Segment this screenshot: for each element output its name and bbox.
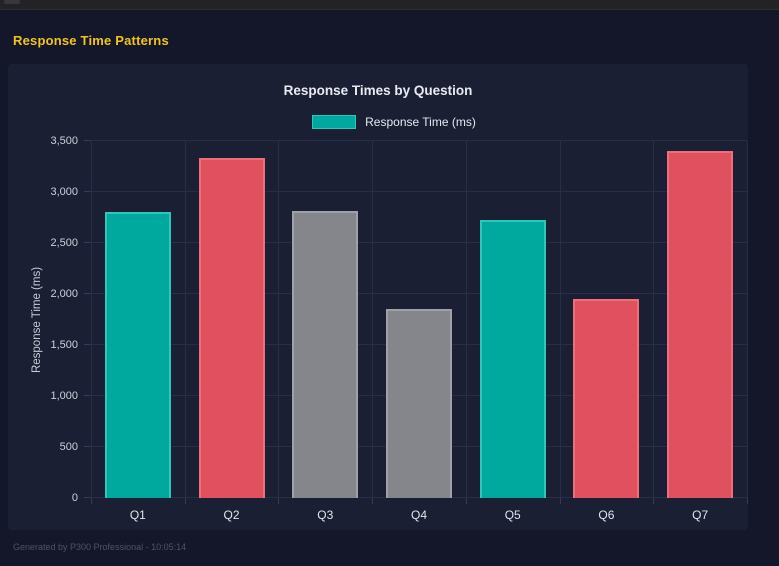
y-tick-label: 3,000 (50, 186, 78, 198)
legend-swatch (312, 115, 357, 129)
page-title: Response Time Patterns (13, 33, 169, 48)
gridline-vertical (91, 141, 92, 498)
gridline-vertical (278, 141, 280, 498)
bar-q6[interactable] (573, 299, 640, 498)
y-axis-tick (84, 395, 91, 396)
x-tick-label-q4: Q4 (410, 508, 428, 522)
x-axis-tick (465, 498, 467, 504)
y-axis-tick (84, 446, 91, 447)
x-axis-tick (91, 498, 92, 504)
y-tick-label: 1,500 (50, 339, 78, 351)
gridline-horizontal (91, 242, 747, 243)
y-tick-label: 2,500 (50, 237, 78, 249)
x-axis-labels: Q1 Q2 Q3 Q4 Q5 Q6 Q7 (91, 504, 747, 526)
x-tick-label-q2: Q2 (223, 508, 240, 522)
y-tick-label: 0 (71, 492, 78, 504)
x-tick-label-q6: Q6 (598, 508, 615, 522)
y-tick-label: 3,500 (50, 135, 78, 147)
y-axis-tick (84, 497, 91, 498)
bar-q5[interactable] (479, 219, 546, 498)
bar-q3[interactable] (292, 211, 359, 498)
gridline-vertical (372, 141, 374, 498)
x-tick-label-q7: Q7 (692, 508, 709, 522)
y-tick-label: 1,000 (50, 390, 78, 402)
y-tick-label: 500 (59, 441, 78, 453)
y-axis-tick (84, 191, 91, 192)
x-axis-tick (278, 498, 280, 504)
gridline-horizontal (91, 191, 747, 192)
x-axis-tick (747, 498, 748, 504)
footer-status: Generated by P300 Professional - 10:05:1… (13, 542, 187, 552)
chart-card: Response Times by Question Response Time… (8, 64, 748, 530)
legend-label: Response Time (ms) (365, 115, 476, 129)
y-axis-tick (84, 293, 91, 294)
gridline-vertical (184, 141, 186, 498)
plot-area (84, 140, 748, 504)
y-axis-tick (84, 242, 91, 243)
bar-q4[interactable] (386, 309, 452, 498)
gridline-vertical (747, 141, 748, 498)
x-axis-tick (372, 498, 374, 504)
x-axis-tick (184, 498, 186, 504)
bar-q1[interactable] (104, 212, 171, 498)
gridline-vertical (653, 141, 655, 498)
y-axis-tick (84, 140, 91, 141)
y-axis-labels: 0 500 1,000 1,500 2,000 2,500 3,000 3,500 (8, 135, 78, 504)
x-tick-label-q5: Q5 (504, 508, 521, 522)
x-axis-tick (559, 498, 561, 504)
chart-legend[interactable]: Response Time (ms) (24, 115, 764, 129)
y-tick-label: 2,000 (50, 288, 78, 300)
x-tick-label-q1: Q1 (129, 508, 146, 522)
gridline-vertical (559, 141, 561, 498)
window-top-notch (4, 0, 20, 4)
gridline-horizontal (91, 293, 747, 294)
window-top-bar (0, 0, 779, 10)
x-axis-tick (653, 498, 655, 504)
chart-title: Response Times by Question (283, 83, 473, 98)
bar-q7[interactable] (667, 151, 734, 498)
gridline-vertical (465, 141, 467, 498)
gridline-horizontal (91, 140, 747, 141)
bar-q2[interactable] (198, 158, 265, 498)
y-axis-tick (84, 344, 91, 345)
x-tick-label-q3: Q3 (317, 508, 334, 522)
